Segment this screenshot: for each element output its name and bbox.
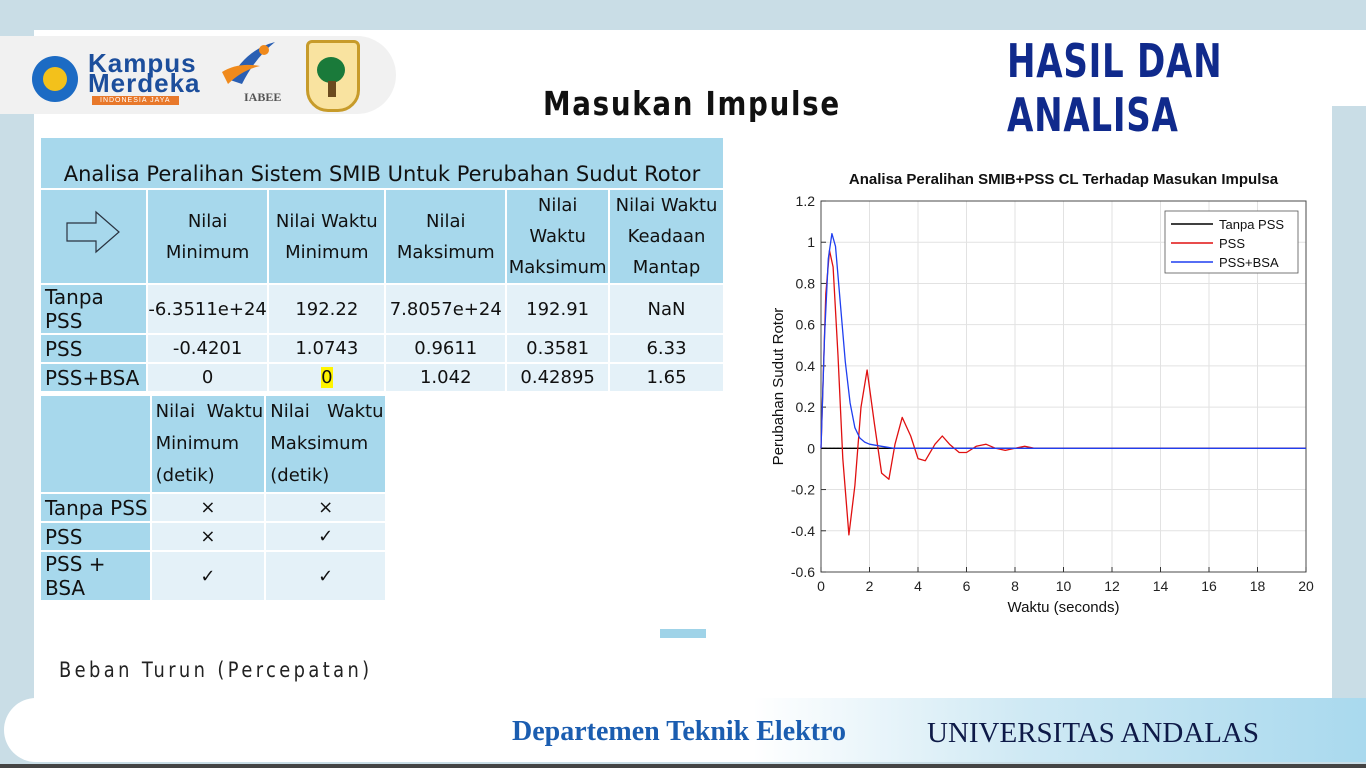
table-row: PSS+BSA 0 0 1.042 0.42895 1.65 <box>41 364 723 391</box>
legend-label: Tanpa PSS <box>1219 217 1284 232</box>
kampus-text: Kampus <box>88 48 197 78</box>
x-tick-label: 20 <box>1298 578 1314 594</box>
cell: -6.3511e+24 <box>147 285 268 333</box>
department-name: Departemen Teknik Elektro <box>512 716 846 747</box>
x-tick-label: 18 <box>1250 578 1266 594</box>
cell: ✓ <box>266 552 385 600</box>
page-title: HASIL DAN ANALISA <box>1007 34 1223 142</box>
decorative-bar <box>660 629 706 638</box>
cell: 1.042 <box>386 364 506 391</box>
unand-seal-logo <box>306 40 360 112</box>
tree-icon <box>317 57 345 83</box>
x-tick-label: 6 <box>963 578 971 594</box>
legend-label: PSS <box>1219 236 1245 251</box>
summary-table: Nilai Waktu Minimum (detik) Nilai Waktu Mak… <box>39 394 387 602</box>
y-tick-label: -0.6 <box>791 564 815 580</box>
x-tick-label: 8 <box>1011 578 1019 594</box>
cell-highlighted: 0 <box>269 364 385 391</box>
cell: 0 <box>147 364 268 391</box>
x-tick-label: 2 <box>866 578 874 594</box>
table-row: PSS + BSA ✓ ✓ <box>41 552 385 600</box>
x-tick-label: 12 <box>1104 578 1120 594</box>
right-arrow-icon <box>66 210 121 253</box>
university-name: UNIVERSITAS ANDALAS <box>927 717 1259 749</box>
chart-svg: 0 2 4 6 8 10 12 14 16 18 20 -0.6 -0.4 -0.2 0 0.2 0.4 0.6 0… <box>770 171 1314 616</box>
col-header: Nilai Maksimum <box>386 190 506 283</box>
row-label: PSS <box>41 335 146 362</box>
col-header: Nilai Waktu Minimum (detik) <box>151 396 265 492</box>
cell: × <box>266 494 385 521</box>
cell: 0.9611 <box>386 335 506 362</box>
row-label: Tanpa PSS <box>41 285 146 333</box>
x-tick-label: 16 <box>1201 578 1217 594</box>
response-chart: 0 2 4 6 8 10 12 14 16 18 20 -0.6 -0.4 -0.2 0 0.2 0.4 0.6 0… <box>760 160 1320 635</box>
analysis-table: Analisa Peralihan Sistem SMIB Untuk Peru… <box>39 136 725 393</box>
row-label: PSS+BSA <box>41 364 146 391</box>
cell: ✓ <box>151 552 265 600</box>
arrow-cell <box>41 190 146 283</box>
iabee-logo: IABEE <box>220 40 292 104</box>
cell: ✓ <box>266 523 385 550</box>
x-tick-label: 10 <box>1056 578 1072 594</box>
kampus-merdeka-emblem-icon <box>32 56 78 102</box>
col-header: Nilai Waktu Minimum <box>269 190 385 283</box>
x-tick-label: 14 <box>1153 578 1169 594</box>
y-tick-label: 0.6 <box>796 317 816 333</box>
empty-header-cell <box>41 396 150 492</box>
table-title: Analisa Peralihan Sistem SMIB Untuk Peru… <box>41 138 723 188</box>
table-row: PSS × ✓ <box>41 523 385 550</box>
cell: × <box>151 494 265 521</box>
row-label: PSS + BSA <box>41 552 150 600</box>
table-row: Tanpa PSS -6.3511e+24 192.22 7.8057e+24 … <box>41 285 723 333</box>
y-tick-label: 1 <box>807 234 815 250</box>
series-line-2 <box>820 232 1306 449</box>
y-tick-label: 0.8 <box>796 275 816 291</box>
x-axis-label: Waktu (seconds) <box>1008 599 1120 616</box>
cell: 0.3581 <box>507 335 609 362</box>
col-header: Nilai Waktu Keadaan Mantap <box>610 190 723 283</box>
cell: 0.42895 <box>507 364 609 391</box>
y-tick-label: 1.2 <box>796 193 816 209</box>
y-axis-label: Perubahan Sudut Rotor <box>770 308 787 466</box>
table-row: Tanpa PSS × × <box>41 494 385 521</box>
indonesia-jaya-text: INDONESIA JAYA <box>92 96 179 105</box>
page-subtitle: Masukan Impulse <box>543 84 841 123</box>
bottom-border <box>0 764 1366 768</box>
cell: 192.22 <box>269 285 385 333</box>
kampus-merdeka-logo: Kampus Merdeka INDONESIA JAYA <box>32 48 212 106</box>
y-tick-label: 0.2 <box>796 399 816 415</box>
cell: × <box>151 523 265 550</box>
legend-label: PSS+BSA <box>1219 255 1279 270</box>
y-tick-label: -0.4 <box>791 523 815 539</box>
col-header: Nilai Waktu Maksimum <box>507 190 609 283</box>
x-tick-label: 0 <box>817 578 825 594</box>
cell: NaN <box>610 285 723 333</box>
cell: 1.0743 <box>269 335 385 362</box>
y-tick-label: -0.2 <box>791 482 815 498</box>
title-background <box>995 30 1366 106</box>
cell: 1.65 <box>610 364 723 391</box>
cell: 192.91 <box>507 285 609 333</box>
y-tick-label: 0 <box>807 440 815 456</box>
col-header: Nilai Minimum <box>147 190 268 283</box>
x-tick-label: 4 <box>914 578 922 594</box>
cell: 6.33 <box>610 335 723 362</box>
y-tick-label: 0.4 <box>796 358 816 374</box>
footer-bar <box>4 698 1366 762</box>
row-label: PSS <box>41 523 150 550</box>
table-row: PSS -0.4201 1.0743 0.9611 0.3581 6.33 <box>41 335 723 362</box>
iabee-figure-icon <box>222 42 275 84</box>
trunk-icon <box>328 81 336 97</box>
merdeka-text: Merdeka <box>88 68 201 98</box>
chart-title: Analisa Peralihan SMIB+PSS CL Terhadap M… <box>849 171 1279 188</box>
note-text: Beban Turun (Percepatan) <box>59 658 373 682</box>
col-header: Nilai Waktu Maksimum (detik) <box>266 396 385 492</box>
row-label: Tanpa PSS <box>41 494 150 521</box>
series-line-1 <box>820 249 1306 536</box>
iabee-text: IABEE <box>244 90 282 104</box>
cell: 7.8057e+24 <box>386 285 506 333</box>
cell: -0.4201 <box>147 335 268 362</box>
highlighted-value: 0 <box>321 367 333 388</box>
